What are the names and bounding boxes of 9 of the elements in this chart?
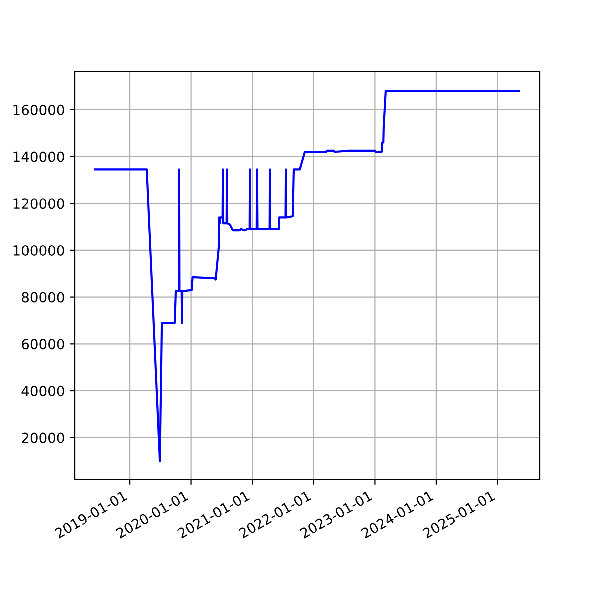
y-tick-label: 160000 bbox=[14, 104, 64, 116]
line-series bbox=[94, 90, 520, 462]
y-tick-label: 80000 bbox=[22, 292, 64, 303]
y-tick-label: 20000 bbox=[22, 432, 64, 444]
y-tick-label: 120000 bbox=[14, 198, 64, 210]
y-tick-label: 40000 bbox=[22, 386, 64, 396]
y-tick-label: 100000 bbox=[14, 245, 64, 256]
y-tick-label: 60000 bbox=[22, 339, 64, 350]
y-tick-label: 140000 bbox=[14, 152, 64, 162]
